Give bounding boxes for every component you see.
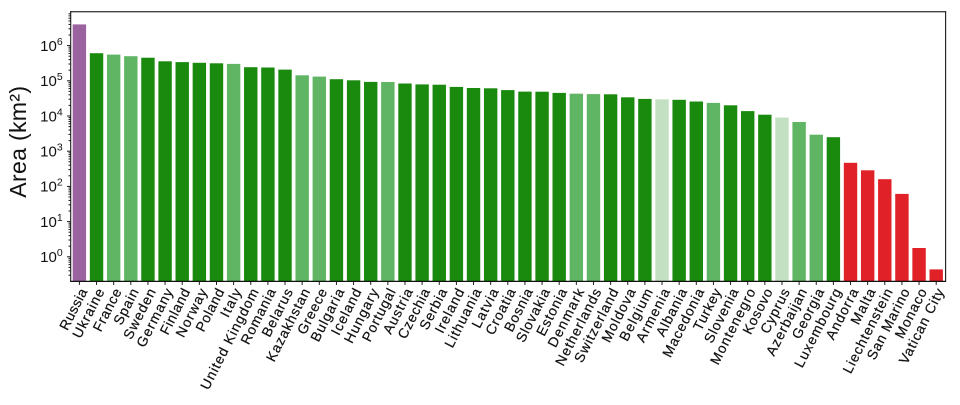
svg-text:Area (km²): Area (km²) (5, 86, 31, 198)
